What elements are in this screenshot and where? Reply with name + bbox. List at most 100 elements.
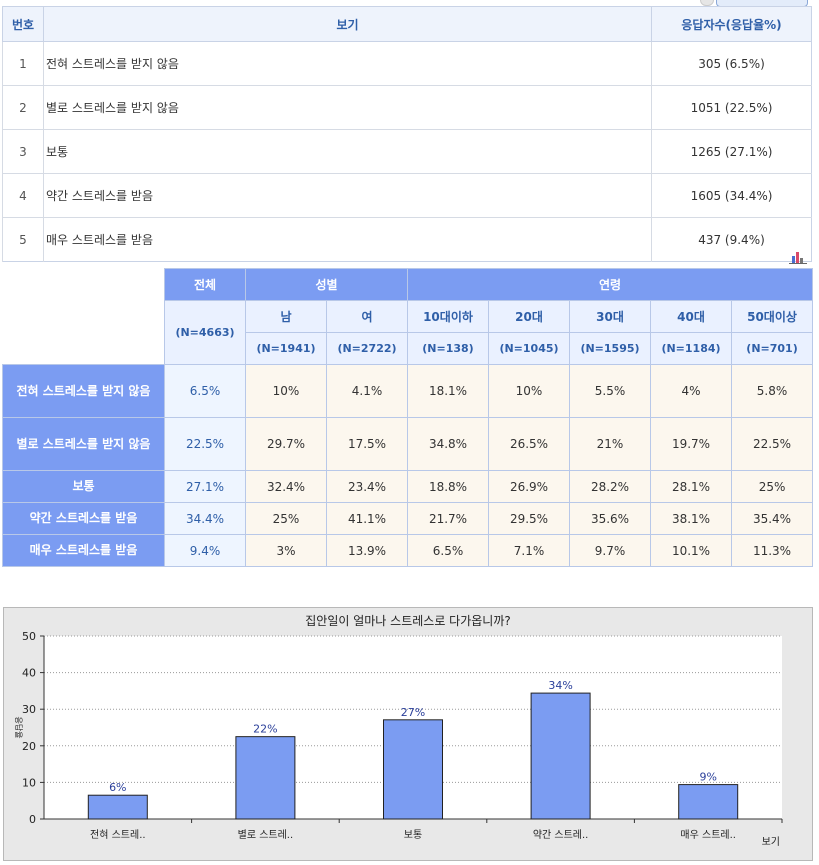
row-total: 9.4%: [164, 534, 246, 567]
cell-value: 9.7%: [569, 534, 651, 567]
subgroup-label: 20대: [488, 300, 570, 333]
row-option: 약간 스트레스를 받음: [43, 173, 652, 218]
row-label: 약간 스트레스를 받음: [2, 502, 165, 535]
bar-chart-icon[interactable]: [789, 250, 807, 264]
cell-value: 28.1%: [650, 470, 732, 503]
subgroup-label: 40대: [650, 300, 732, 333]
row-total: 22.5%: [164, 417, 246, 471]
subgroup-n: (N=2722): [326, 332, 408, 365]
row-total: 34.4%: [164, 502, 246, 535]
x-tick-label: 약간 스트레..: [533, 829, 589, 841]
subgroup-n: (N=1184): [650, 332, 732, 365]
cell-value: 35.6%: [569, 502, 651, 535]
y-tick-label: 0: [29, 813, 36, 826]
cell-value: 10%: [488, 364, 570, 418]
cell-value: 34.8%: [407, 417, 489, 471]
x-tick-label: 매우 스트레..: [680, 829, 736, 841]
cell-value: 5.5%: [569, 364, 651, 418]
bar: [383, 719, 443, 820]
cell-value: 17.5%: [326, 417, 408, 471]
cell-value: 22.5%: [730, 417, 814, 471]
cell-value: 3%: [245, 534, 327, 567]
chart-title: 집안일이 얼마나 스트레스로 다가옵니까?: [305, 614, 511, 628]
bar-data-label: 27%: [401, 706, 425, 719]
row-label: 매우 스트레스를 받음: [2, 534, 165, 567]
cell-value: 11.3%: [730, 534, 814, 567]
row-label: 전혀 스트레스를 받지 않음: [2, 364, 165, 418]
subgroup-n: (N=1045): [488, 332, 570, 365]
y-tick-label: 50: [22, 630, 36, 643]
cell-value: 23.4%: [326, 470, 408, 503]
row-number: 4: [2, 173, 44, 218]
cell-value: 18.8%: [407, 470, 489, 503]
crosstab-row: 매우 스트레스를 받음 9.4% 3% 13.9% 6.5% 7.1% 9.7%…: [2, 534, 814, 567]
header-option: 보기: [43, 6, 652, 42]
gender-header: 성별: [245, 268, 408, 301]
x-tick-label: 전혀 스트레..: [90, 829, 146, 841]
bar: [235, 736, 296, 820]
bar-data-label: 9%: [699, 771, 716, 784]
x-tick-label: 보통: [404, 829, 422, 841]
cell-value: 10%: [245, 364, 327, 418]
chart-canvas: 0 10 20 30 40 50 6% 전혀 스트레.. 22% 별로 스트레.. 27% 보통 34%…: [14, 630, 783, 848]
y-tick-label: 40: [22, 667, 36, 680]
bar-data-label: 34%: [548, 679, 572, 692]
table-row: 4 약간 스트레스를 받음 1605 (34.4%): [2, 173, 812, 218]
x-axis-label: 보기: [762, 836, 780, 848]
y-axis-label: 응답율: [14, 716, 24, 738]
cell-value: 6.5%: [407, 534, 489, 567]
row-option: 보통: [43, 129, 652, 174]
table-row: 3 보통 1265 (27.1%): [2, 129, 812, 174]
crosstab-row: 보통 27.1% 32.4% 23.4% 18.8% 26.9% 28.2% 2…: [2, 470, 814, 503]
y-tick-label: 20: [22, 740, 36, 753]
cell-value: 26.9%: [488, 470, 570, 503]
total-n: (N=4663): [164, 300, 246, 365]
response-table: 번호 보기 응답자수(응답율%) 1 전혀 스트레스를 받지 않음 305 (6…: [2, 6, 812, 262]
row-count: 437 (9.4%): [651, 217, 812, 262]
subgroup-label: 여: [326, 300, 408, 333]
subgroup-label: 50대이상: [730, 300, 814, 333]
cell-value: 18.1%: [407, 364, 489, 418]
cell-value: 29.7%: [245, 417, 327, 471]
cell-value: 21%: [569, 417, 651, 471]
y-tick-label: 10: [22, 776, 36, 789]
cell-value: 28.2%: [569, 470, 651, 503]
row-option: 매우 스트레스를 받음: [43, 217, 652, 262]
subgroup-n: (N=701): [730, 332, 814, 365]
cell-value: 41.1%: [326, 502, 408, 535]
subgroup-label: 10대이하: [407, 300, 489, 333]
cell-value: 4%: [650, 364, 732, 418]
crosstab-table: 전체 성별 연령 (N=4663) 남 여 10대이하 20대 30대 40대 …: [2, 268, 814, 567]
row-count: 305 (6.5%): [651, 41, 812, 86]
row-number: 5: [2, 217, 44, 262]
cell-value: 38.1%: [650, 502, 732, 535]
bar-data-label: 22%: [253, 723, 277, 736]
x-tick-label: 별로 스트레..: [238, 829, 294, 841]
header-count: 응답자수(응답율%): [651, 6, 812, 42]
row-option: 전혀 스트레스를 받지 않음: [43, 41, 652, 86]
corner-blank: [2, 268, 165, 365]
subgroup-n: (N=1941): [245, 332, 327, 365]
total-header: 전체: [164, 268, 246, 301]
table-row: 2 별로 스트레스를 받지 않음 1051 (22.5%): [2, 85, 812, 130]
crosstab-row: 별로 스트레스를 받지 않음 22.5% 29.7% 17.5% 34.8% 2…: [2, 417, 814, 471]
bar: [530, 692, 591, 820]
row-number: 1: [2, 41, 44, 86]
cell-value: 19.7%: [650, 417, 732, 471]
subgroup-label: 30대: [569, 300, 651, 333]
cell-value: 25%: [245, 502, 327, 535]
row-number: 2: [2, 85, 44, 130]
row-option: 별로 스트레스를 받지 않음: [43, 85, 652, 130]
cell-value: 26.5%: [488, 417, 570, 471]
bar-data-label: 6%: [109, 781, 126, 794]
bar: [678, 784, 739, 820]
row-count: 1265 (27.1%): [651, 129, 812, 174]
cell-value: 13.9%: [326, 534, 408, 567]
cell-value: 5.8%: [730, 364, 814, 418]
age-header: 연령: [406, 268, 814, 301]
bar-chart: 집안일이 얼마나 스트레스로 다가옵니까? 0 10 20 30 40 50 6% 전혀 스트…: [3, 607, 813, 861]
subgroup-label: 남: [245, 300, 327, 333]
row-total: 27.1%: [164, 470, 246, 503]
row-label: 보통: [2, 470, 165, 503]
row-total: 6.5%: [164, 364, 246, 418]
